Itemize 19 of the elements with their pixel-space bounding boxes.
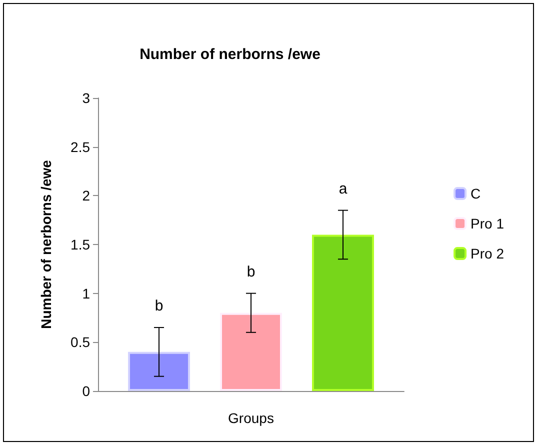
y-tick-label: 2.5 [70,138,90,155]
data-label: b [154,298,164,315]
y-tick-label: 1 [82,285,90,302]
x-axis-title: Groups [228,410,274,426]
chart-title: Number of nerborns /ewe [140,46,320,63]
bar [128,352,190,391]
y-tick-label: 2 [82,188,90,204]
y-tick-label: 3 [82,90,90,106]
legend-label: Pro 2 [470,246,504,262]
y-axis-title: Number of nerborns /ewe [38,160,54,329]
legend-label: Pro 1 [470,216,504,232]
bar [312,234,374,391]
y-tick-label: 1.5 [70,236,90,252]
y-tick-label: 0.5 [70,334,90,350]
y-tick-label: 0 [82,383,90,399]
legend-label: C [470,186,481,202]
bar [220,312,282,391]
data-label: a [338,180,348,198]
data-label: b [246,263,256,280]
